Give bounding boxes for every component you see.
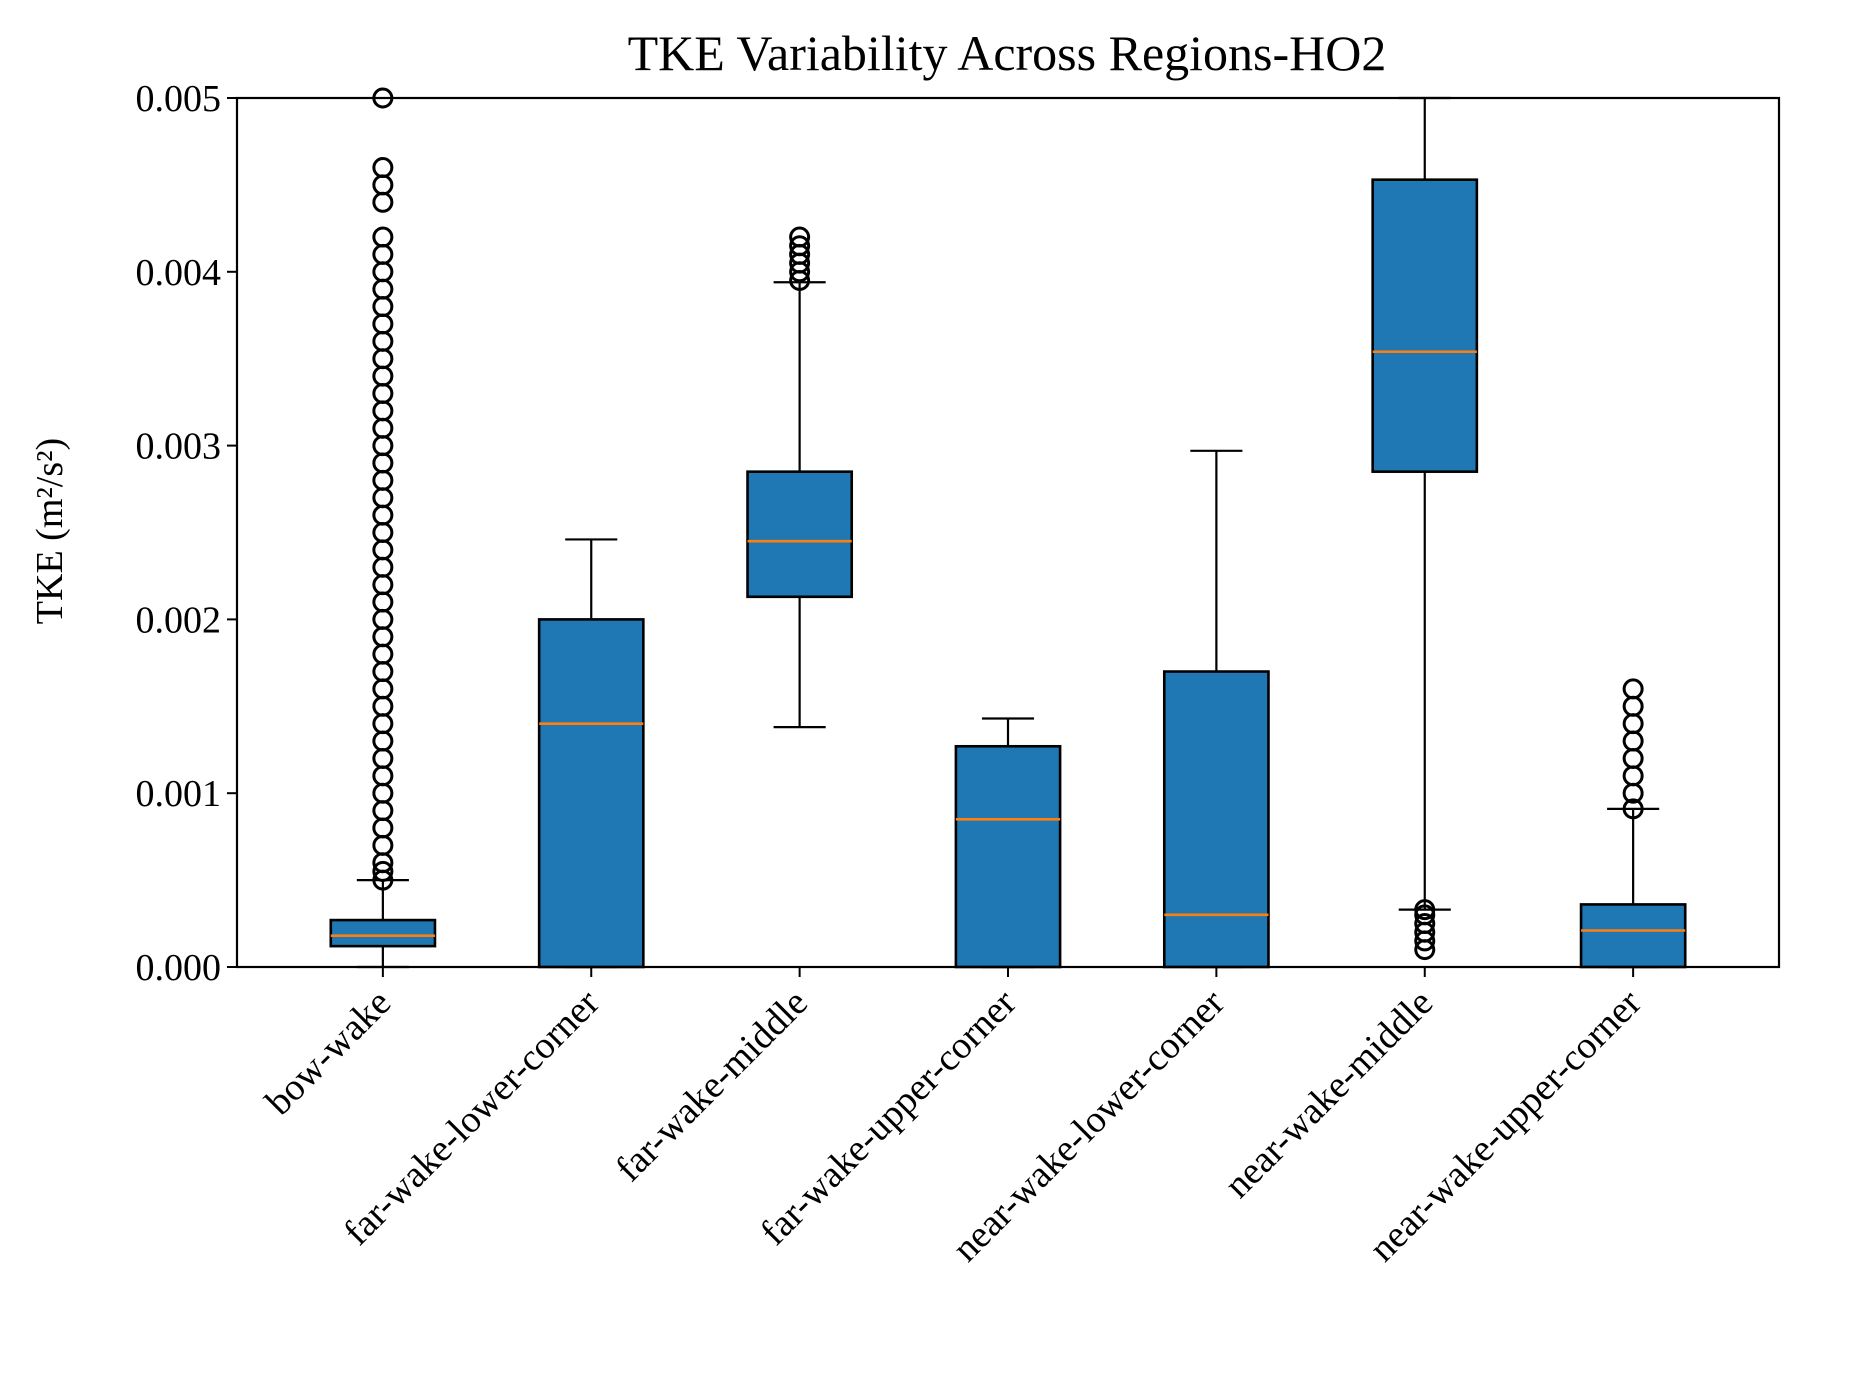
box-iqr xyxy=(329,918,437,948)
outlier-point xyxy=(1414,913,1436,935)
box-iqr xyxy=(1579,903,1687,969)
outlier-point xyxy=(1622,678,1644,700)
box-iqr xyxy=(1162,670,1270,969)
y-tick-label: 0.005 xyxy=(136,78,222,120)
box-group-near-wake-lower-corner xyxy=(1162,449,1270,969)
box-group-far-wake-middle xyxy=(746,226,854,729)
outlier-point xyxy=(1622,798,1644,820)
outlier-point xyxy=(789,226,811,248)
box-group-bow-wake xyxy=(329,87,437,969)
box-group-near-wake-upper-corner xyxy=(1579,678,1687,969)
y-axis-label: TKE (m²/s²) xyxy=(29,438,71,624)
y-tick-label: 0.004 xyxy=(136,252,222,294)
box-iqr xyxy=(746,470,854,599)
box-iqr xyxy=(1371,178,1479,473)
box-iqr xyxy=(954,744,1062,969)
outlier-point xyxy=(372,226,394,248)
box-group-far-wake-lower-corner xyxy=(537,538,645,969)
y-tick-label: 0.000 xyxy=(136,947,222,989)
outlier-point xyxy=(372,860,394,882)
plot-area xyxy=(329,87,1687,969)
chart-title: TKE Variability Across Regions-HO2 xyxy=(628,25,1387,81)
y-tick-label: 0.003 xyxy=(136,426,222,468)
outlier-point xyxy=(372,157,394,179)
box-group-far-wake-upper-corner xyxy=(954,717,1062,969)
box-group-near-wake-middle xyxy=(1371,96,1479,961)
outlier-point xyxy=(789,235,811,257)
box-iqr xyxy=(537,618,645,969)
y-tick-label: 0.002 xyxy=(136,599,222,641)
y-axis: 0.000 0.001 0.002 0.003 0.004 0.005 xyxy=(136,78,237,989)
outlier-point xyxy=(1414,899,1436,921)
y-tick-label: 0.001 xyxy=(136,773,222,815)
